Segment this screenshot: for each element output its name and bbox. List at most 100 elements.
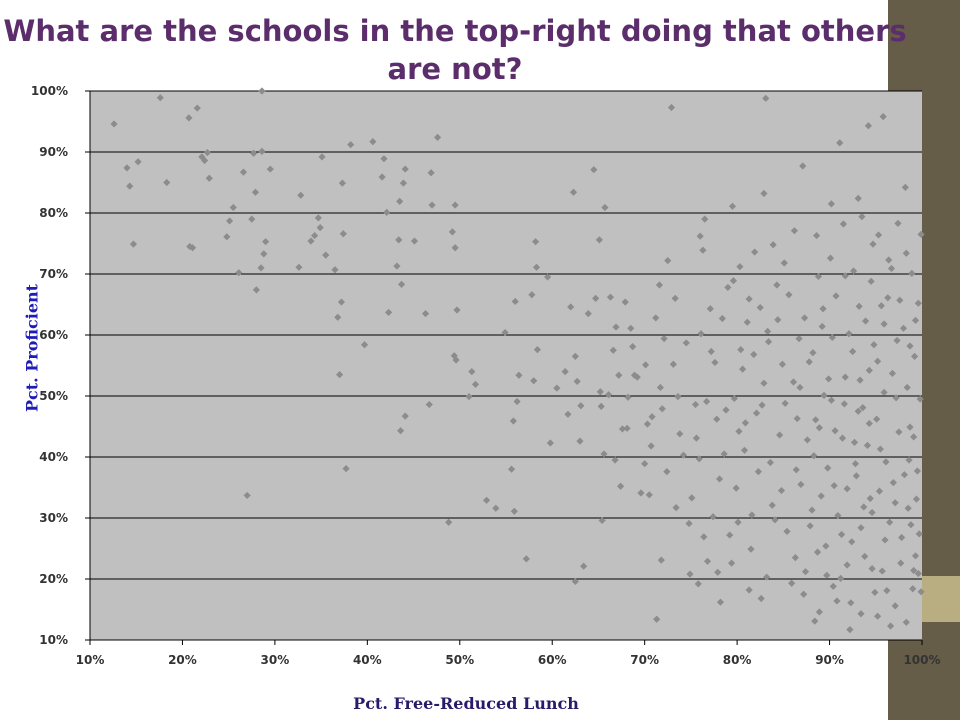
data-point	[877, 302, 885, 310]
data-point	[813, 548, 822, 556]
data-point	[185, 114, 193, 122]
data-point	[875, 487, 884, 495]
data-point	[810, 452, 818, 460]
data-point	[857, 524, 865, 532]
data-point	[571, 352, 579, 360]
x-tick-label: 80%	[723, 653, 752, 667]
data-point	[861, 552, 869, 561]
x-tick-label: 20%	[168, 653, 197, 667]
data-point	[864, 122, 872, 130]
data-point	[805, 358, 813, 366]
data-point	[913, 467, 921, 475]
data-point	[865, 419, 873, 428]
data-point	[800, 314, 809, 322]
data-point	[397, 427, 405, 435]
data-point	[911, 316, 920, 324]
data-point	[533, 346, 542, 354]
data-point	[764, 338, 773, 346]
data-point	[465, 393, 473, 401]
y-tick-label: 70%	[39, 267, 68, 281]
data-point	[544, 273, 552, 281]
data-point	[895, 428, 903, 436]
data-point	[401, 412, 409, 420]
data-point	[830, 482, 838, 490]
data-point	[235, 269, 243, 277]
data-point	[887, 264, 896, 273]
y-tick-label: 40%	[39, 450, 68, 464]
data-point	[596, 388, 604, 396]
data-point	[471, 380, 480, 389]
data-point	[576, 437, 584, 445]
data-point	[751, 248, 759, 256]
data-point	[703, 557, 712, 565]
data-point	[248, 215, 256, 223]
data-point	[205, 174, 213, 182]
data-point	[709, 513, 717, 521]
data-point	[771, 516, 779, 524]
data-point	[598, 516, 606, 525]
data-point	[410, 237, 419, 245]
data-point	[849, 347, 857, 356]
data-point	[258, 147, 266, 155]
y-axis-ticks: 10% 20% 30% 40% 50% 60% 70% 80% 90% 100%	[31, 84, 91, 647]
y-tick-label: 80%	[39, 206, 68, 220]
data-point	[811, 617, 819, 625]
data-point	[735, 427, 743, 435]
data-point	[714, 568, 722, 576]
data-point	[743, 318, 751, 326]
data-point	[716, 598, 725, 606]
data-point	[561, 368, 569, 376]
data-point	[795, 335, 803, 343]
data-point	[492, 504, 500, 512]
data-point	[611, 456, 619, 464]
data-point	[645, 491, 653, 499]
data-point	[894, 219, 902, 227]
data-point	[369, 138, 377, 146]
data-point	[663, 468, 671, 476]
data-point	[239, 168, 248, 176]
data-point	[760, 189, 768, 198]
data-point	[734, 518, 742, 526]
data-point	[633, 373, 641, 381]
data-point	[664, 256, 672, 265]
data-point	[879, 113, 887, 121]
data-point	[863, 441, 872, 450]
data-point	[567, 303, 575, 311]
data-point	[874, 357, 882, 365]
data-point	[889, 479, 897, 487]
data-point	[676, 430, 684, 438]
data-point	[601, 203, 609, 212]
data-point	[726, 531, 734, 539]
data-point	[860, 503, 868, 511]
data-point	[451, 201, 459, 209]
data-point	[878, 567, 886, 575]
data-point	[669, 360, 677, 368]
data-point	[854, 194, 862, 202]
data-point	[885, 256, 893, 264]
data-point	[688, 494, 696, 502]
y-tick-label: 60%	[39, 328, 68, 342]
data-point	[380, 155, 388, 163]
data-point	[338, 179, 346, 187]
data-point	[297, 191, 305, 199]
data-point	[258, 87, 266, 95]
data-point	[900, 471, 909, 479]
data-point	[868, 565, 876, 573]
data-point	[764, 327, 772, 335]
x-tick-label: 30%	[261, 653, 290, 667]
data-point	[747, 545, 755, 553]
data-point	[686, 570, 694, 578]
data-point	[778, 360, 787, 368]
data-point	[653, 615, 661, 623]
data-point	[847, 599, 855, 607]
data-point	[229, 203, 237, 212]
data-point	[869, 240, 877, 248]
data-point	[395, 236, 403, 244]
data-point	[201, 156, 209, 165]
data-point	[425, 400, 433, 409]
data-point	[652, 314, 660, 322]
data-point	[501, 328, 509, 337]
data-point	[225, 217, 234, 225]
data-point	[783, 527, 791, 536]
